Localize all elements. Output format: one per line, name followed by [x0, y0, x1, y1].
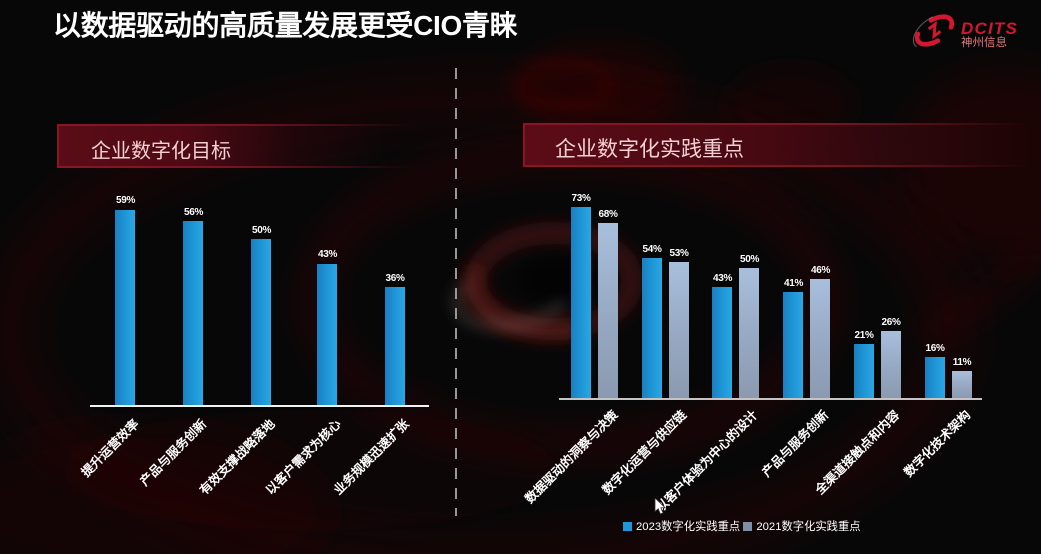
svg-text:DCITS: DCITS — [961, 19, 1018, 38]
svg-text:神州信息: 神州信息 — [961, 35, 1007, 49]
